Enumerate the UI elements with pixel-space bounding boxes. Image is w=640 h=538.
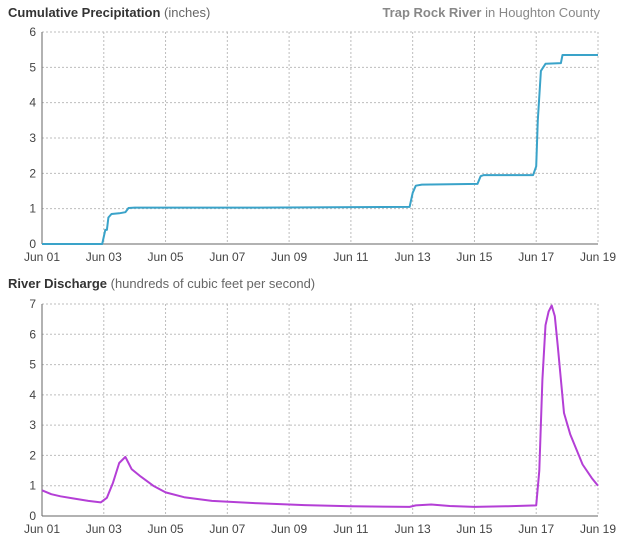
- discharge-y-tick-label: 3: [29, 418, 36, 432]
- discharge-x-tick-label: Jun 09: [271, 522, 307, 536]
- discharge-x-tick-label: Jun 17: [518, 522, 554, 536]
- discharge-x-tick-label: Jun 15: [456, 522, 492, 536]
- discharge-x-tick-label: Jun 13: [395, 522, 431, 536]
- discharge-title-bold: River Discharge: [8, 276, 107, 291]
- discharge-title-unit: (hundreds of cubic feet per second): [110, 276, 316, 291]
- precip-y-tick-label: 3: [29, 131, 36, 145]
- precip-x-tick-label: Jun 13: [395, 250, 431, 264]
- discharge-x-tick-label: Jun 05: [148, 522, 184, 536]
- discharge-y-tick-label: 6: [29, 327, 36, 341]
- discharge-y-tick-label: 1: [29, 479, 36, 493]
- precip-chart-title: Cumulative Precipitation (inches): [8, 5, 210, 20]
- location-rest: in Houghton County: [485, 5, 600, 20]
- location-bold: Trap Rock River: [382, 5, 482, 20]
- discharge-x-tick-label: Jun 07: [209, 522, 245, 536]
- discharge-x-tick-label: Jun 01: [24, 522, 60, 536]
- discharge-y-tick-label: 4: [29, 388, 36, 402]
- precip-y-tick-label: 6: [29, 25, 36, 39]
- location-label: Trap Rock River in Houghton County: [382, 5, 600, 20]
- discharge-x-tick-label: Jun 19: [580, 522, 616, 536]
- precip-x-tick-label: Jun 19: [580, 250, 616, 264]
- discharge-y-tick-label: 5: [29, 358, 36, 372]
- precip-x-tick-label: Jun 15: [456, 250, 492, 264]
- precip-y-tick-label: 0: [29, 237, 36, 251]
- discharge-y-tick-label: 7: [29, 297, 36, 311]
- precip-x-tick-label: Jun 09: [271, 250, 307, 264]
- precip-x-tick-label: Jun 17: [518, 250, 554, 264]
- precip-y-tick-label: 5: [29, 60, 36, 74]
- precip-x-tick-label: Jun 03: [86, 250, 122, 264]
- precip-x-tick-label: Jun 07: [209, 250, 245, 264]
- discharge-y-tick-label: 2: [29, 448, 36, 462]
- discharge-x-tick-label: Jun 03: [86, 522, 122, 536]
- precip-y-tick-label: 2: [29, 166, 36, 180]
- precip-series-line: [42, 54, 598, 245]
- precip-x-tick-label: Jun 05: [148, 250, 184, 264]
- discharge-x-tick-label: Jun 11: [333, 522, 368, 536]
- discharge-chart-title: River Discharge (hundreds of cubic feet …: [8, 276, 315, 291]
- precip-x-tick-label: Jun 11: [333, 250, 368, 264]
- precip-y-tick-label: 4: [29, 96, 36, 110]
- precip-x-tick-label: Jun 01: [24, 250, 60, 264]
- precip-y-tick-label: 1: [29, 202, 36, 216]
- discharge-y-tick-label: 0: [29, 509, 36, 523]
- precip-title-unit: (inches): [164, 5, 211, 20]
- precip-title-bold: Cumulative Precipitation: [8, 5, 161, 20]
- discharge-series-line: [41, 304, 599, 508]
